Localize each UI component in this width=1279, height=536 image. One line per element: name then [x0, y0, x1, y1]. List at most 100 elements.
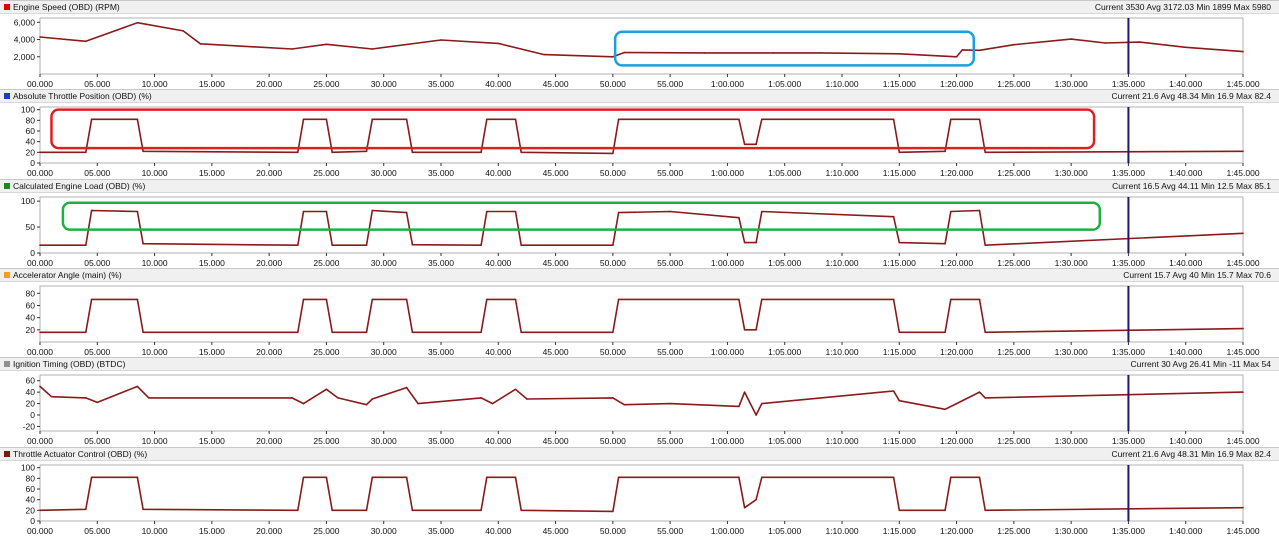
y-tick-label: 40 — [26, 495, 36, 505]
data-point — [136, 298, 139, 301]
chart-panel-1[interactable]: Engine Speed (OBD) (RPM) Current 3530 Avg… — [0, 0, 1279, 89]
plot-area[interactable]: 0 50 100 00.000 05.000 10.000 15.000 20.000 25.0… — [0, 193, 1279, 268]
data-point — [411, 331, 414, 334]
data-point — [440, 39, 442, 41]
data-point — [142, 331, 144, 334]
data-point — [755, 241, 757, 244]
data-point — [296, 509, 299, 512]
y-tick-label: 20 — [26, 147, 36, 157]
x-tick-label: 35.000 — [428, 526, 454, 536]
x-tick-label: 1:45.000 — [1226, 258, 1259, 268]
data-point — [90, 209, 93, 212]
x-tick-label: 1:00.000 — [711, 258, 744, 268]
data-point — [405, 476, 408, 479]
data-point — [520, 151, 522, 154]
data-point — [743, 329, 746, 331]
data-point — [1242, 327, 1244, 330]
x-tick-label: 1:45.000 — [1226, 79, 1259, 89]
x-tick-label: 50.000 — [600, 526, 626, 536]
x-tick-label: 1:10.000 — [825, 526, 858, 536]
x-tick-label: 00.000 — [27, 79, 53, 89]
x-tick-label: 1:25.000 — [997, 168, 1030, 178]
data-point — [39, 151, 41, 154]
chart-panel-6[interactable]: Throttle Actuator Control (OBD) (%) Curre… — [0, 447, 1279, 536]
x-tick-label: 1:30.000 — [1055, 258, 1088, 268]
x-tick-label: 20.000 — [256, 168, 282, 178]
panel-stats: Current 3530 Avg 3172.03 Min 1899 Max 59… — [1094, 2, 1271, 12]
x-tick-label: 25.000 — [313, 79, 339, 89]
data-point — [486, 298, 488, 301]
data-point — [892, 215, 895, 218]
data-point — [961, 49, 964, 51]
x-tick-label: 55.000 — [657, 347, 683, 357]
x-tick-label: 1:35.000 — [1112, 347, 1145, 357]
chart-panel-2[interactable]: Absolute Throttle Position (OBD) (%) Curr… — [0, 89, 1279, 178]
data-point — [738, 298, 740, 301]
series-color-swatch — [4, 93, 10, 99]
data-point — [371, 298, 374, 301]
x-tick-label: 1:30.000 — [1055, 168, 1088, 178]
data-point — [136, 385, 139, 388]
y-tick-label: 20 — [26, 399, 36, 409]
x-tick-label: 55.000 — [657, 436, 683, 446]
panel-stats: Current 21.6 Avg 48.34 Min 16.9 Max 82.4 — [1111, 91, 1271, 101]
data-point — [514, 298, 517, 301]
data-point — [142, 150, 144, 153]
data-point — [617, 298, 620, 301]
data-point — [978, 476, 981, 479]
data-point — [142, 242, 144, 245]
data-point — [950, 118, 952, 121]
x-tick-label: 1:45.000 — [1226, 526, 1259, 536]
data-point — [371, 398, 374, 400]
data-point — [738, 405, 740, 408]
data-point — [526, 398, 528, 400]
data-point — [1242, 50, 1244, 53]
x-tick-label: 1:10.000 — [825, 79, 858, 89]
data-point — [984, 397, 987, 399]
plot-area[interactable]: 20 40 60 80 00.000 05.000 10.000 15.000 20.000 25… — [0, 282, 1279, 357]
data-point — [543, 53, 545, 56]
data-point — [497, 42, 500, 45]
chart-panel-4[interactable]: Accelerator Angle (main) (%) Current 15.7… — [0, 268, 1279, 357]
x-tick-label: 40.000 — [485, 258, 511, 268]
data-point — [669, 210, 671, 213]
data-point — [480, 151, 482, 154]
plot-area[interactable]: 2,000 4,000 6,000 00.000 05.000 10.000 15.000 2… — [0, 14, 1279, 89]
data-point — [617, 476, 620, 479]
data-point — [325, 43, 328, 46]
data-point — [85, 331, 87, 334]
x-tick-label: 50.000 — [600, 258, 626, 268]
data-point — [405, 211, 408, 214]
x-tick-label: 45.000 — [543, 79, 569, 89]
x-tick-label: 10.000 — [142, 79, 168, 89]
data-point — [302, 476, 305, 479]
chart-panel-3[interactable]: Calculated Engine Load (OBD) (%) Current … — [0, 179, 1279, 268]
data-point — [703, 52, 706, 54]
x-tick-label: 10.000 — [142, 168, 168, 178]
y-tick-label: 100 — [21, 105, 35, 115]
data-point — [85, 397, 87, 399]
x-tick-label: 1:25.000 — [997, 79, 1030, 89]
panel-title: Calculated Engine Load (OBD) (%) — [13, 181, 146, 191]
data-point — [296, 331, 299, 334]
x-tick-label: 30.000 — [371, 258, 397, 268]
data-point — [984, 509, 987, 512]
data-point — [612, 331, 614, 334]
data-point — [50, 395, 53, 398]
y-tick-label: 60 — [26, 376, 36, 386]
data-point — [365, 150, 368, 153]
panel-stats: Current 21.6 Avg 48.31 Min 16.9 Max 82.4 — [1111, 449, 1271, 459]
x-tick-label: 1:40.000 — [1169, 347, 1202, 357]
x-tick-label: 25.000 — [313, 526, 339, 536]
data-point — [480, 244, 482, 247]
x-tick-label: 1:25.000 — [997, 347, 1030, 357]
panel-header: Engine Speed (OBD) (RPM) Current 3530 Avg… — [0, 0, 1279, 14]
y-tick-label: 40 — [26, 137, 36, 147]
x-tick-label: 1:25.000 — [997, 258, 1030, 268]
chart-panel-5[interactable]: Ignition Timing (OBD) (BTDC) Current 30 A… — [0, 357, 1279, 446]
x-tick-label: 40.000 — [485, 168, 511, 178]
data-point — [898, 151, 901, 154]
